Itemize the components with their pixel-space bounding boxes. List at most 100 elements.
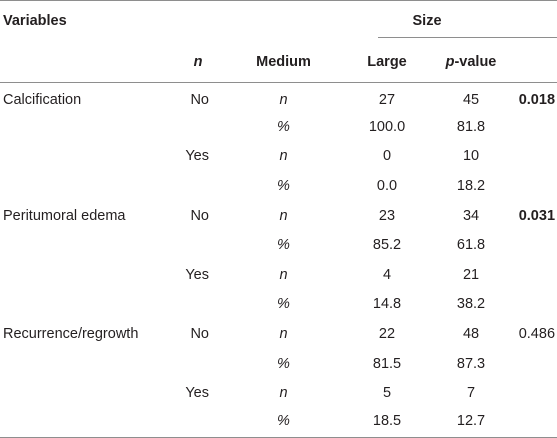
table-body: Calcification No n 27 45 0.018% 100.0 81.8 Yes n 0… xyxy=(0,83,557,438)
stat-cell: n xyxy=(279,91,288,108)
medium-value-cell: 5 xyxy=(382,385,392,402)
size-header: Size xyxy=(343,0,557,41)
table-row: % 85.2 61.8 xyxy=(0,230,557,260)
stat-cell: n xyxy=(279,148,288,165)
medium-value-cell: 4 xyxy=(382,266,392,283)
p-value-cell: 0.018 xyxy=(518,91,556,108)
large-value-cell: 87.3 xyxy=(456,355,486,372)
stat-cell: % xyxy=(277,118,290,135)
p-value-cell xyxy=(511,112,557,142)
medium-value-cell: 0 xyxy=(382,148,392,165)
large-value-cell: 12.7 xyxy=(431,408,512,438)
p-value-cell: 0.486 xyxy=(518,326,556,343)
p-value-header-rest: -value xyxy=(454,53,497,70)
table-row: % 100.0 81.8 xyxy=(0,112,557,142)
variable-cell xyxy=(0,112,172,142)
answer-cell: Yes xyxy=(185,148,209,165)
p-value-cell: 0.031 xyxy=(518,207,556,224)
p-value-cell xyxy=(511,349,557,379)
large-value-cell: 48 xyxy=(462,326,480,343)
large-value-cell: 45 xyxy=(462,91,480,108)
large-value-cell: 21 xyxy=(462,266,480,283)
p-value-cell xyxy=(511,171,557,201)
stat-cell: % xyxy=(224,408,343,438)
header-row-2: n Medium Large p-value xyxy=(0,41,557,83)
table-row: Recurrence/regrowth No n 22 48 0.486 xyxy=(0,319,557,349)
table-header: Variables Size n Medium Large p-value xyxy=(0,0,557,83)
stat-cell: n xyxy=(279,385,288,402)
answer-cell: No xyxy=(190,207,209,224)
table-row: % 18.5 12.7 xyxy=(0,408,557,438)
large-value-cell: 81.8 xyxy=(456,118,486,135)
medium-value-cell: 85.2 xyxy=(372,237,402,254)
medium-value-cell: 18.5 xyxy=(343,408,431,438)
p-value-cell xyxy=(511,378,557,408)
p-value-cell xyxy=(511,142,557,172)
answer-cell xyxy=(172,230,224,260)
variable-cell xyxy=(0,260,172,290)
answer-cell xyxy=(172,290,224,320)
medium-header: Medium xyxy=(224,41,343,83)
stat-cell: % xyxy=(277,178,290,195)
size-header-rule xyxy=(378,37,557,38)
large-value-cell: 10 xyxy=(462,148,480,165)
medium-value-cell: 22 xyxy=(378,326,396,343)
size-header-label: Size xyxy=(412,13,442,29)
table-row: Calcification No n 27 45 0.018 xyxy=(0,83,557,113)
header-row-1: Variables Size xyxy=(0,0,557,41)
p-value-header: p-value xyxy=(431,41,512,83)
p-value-cell xyxy=(511,290,557,320)
stat-cell: % xyxy=(277,237,290,254)
medium-value-cell: 23 xyxy=(378,207,396,224)
stat-cell: n xyxy=(279,207,288,224)
table-row: Yes n 0 10 xyxy=(0,142,557,172)
answer-cell: No xyxy=(190,326,209,343)
stat-cell: % xyxy=(277,296,290,313)
p-value-cell xyxy=(511,230,557,260)
table-row: Yes n 4 21 xyxy=(0,260,557,290)
table-row: % 0.0 18.2 xyxy=(0,171,557,201)
variable-cell xyxy=(0,349,172,379)
medium-value-cell: 81.5 xyxy=(372,355,402,372)
table-row: Yes n 5 7 xyxy=(0,378,557,408)
large-value-cell: 34 xyxy=(462,207,480,224)
answer-cell xyxy=(172,171,224,201)
answer-cell: Yes xyxy=(185,385,209,402)
large-value-cell: 38.2 xyxy=(456,296,486,313)
stat-cell: n xyxy=(279,266,288,283)
p-value-cell xyxy=(511,260,557,290)
answer-cell xyxy=(172,112,224,142)
variable-cell: Recurrence/regrowth xyxy=(3,326,139,343)
large-value-cell: 18.2 xyxy=(456,178,486,195)
answer-cell: No xyxy=(190,91,209,108)
medium-value-cell: 0.0 xyxy=(376,178,398,195)
p-value-header-p: p xyxy=(445,53,455,70)
table-row: % 14.8 38.2 xyxy=(0,290,557,320)
table-row: % 81.5 87.3 xyxy=(0,349,557,379)
variable-cell xyxy=(0,171,172,201)
n-header: n xyxy=(172,41,224,83)
large-value-cell: 7 xyxy=(466,385,476,402)
answer-cell xyxy=(172,349,224,379)
medium-value-cell: 100.0 xyxy=(368,118,406,135)
answer-cell xyxy=(172,408,224,438)
table-row: Peritumoral edema No n 23 34 0.031 xyxy=(0,201,557,231)
large-header: Large xyxy=(343,41,431,83)
stat-cell: n xyxy=(279,326,288,343)
variable-cell xyxy=(0,408,172,438)
large-value-cell: 61.8 xyxy=(456,237,486,254)
answer-cell: Yes xyxy=(185,266,209,283)
variable-cell xyxy=(0,290,172,320)
p-value-cell xyxy=(511,408,557,438)
variable-cell xyxy=(0,378,172,408)
variable-cell xyxy=(0,230,172,260)
variables-header: Variables xyxy=(0,0,172,41)
stat-cell: % xyxy=(277,355,290,372)
variable-cell: Calcification xyxy=(3,91,82,108)
variable-cell xyxy=(0,142,172,172)
medium-value-cell: 14.8 xyxy=(372,296,402,313)
medium-value-cell: 27 xyxy=(378,91,396,108)
variable-cell: Peritumoral edema xyxy=(3,207,126,224)
